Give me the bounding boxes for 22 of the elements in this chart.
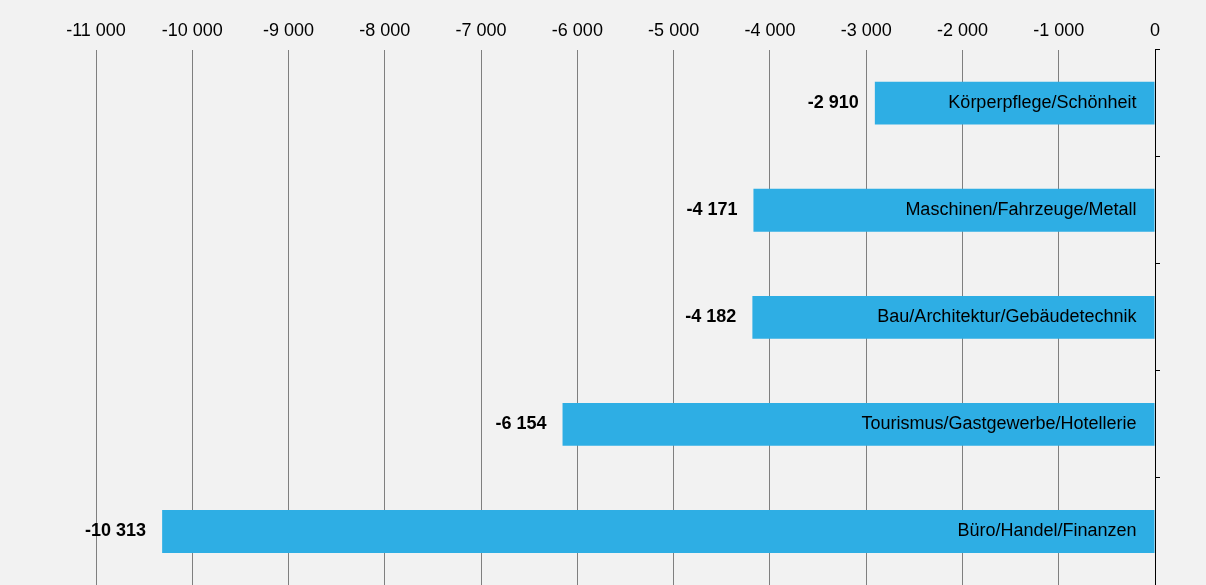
x-tick-label: -5 000 [648, 19, 700, 40]
y-tick-label: Körperpflege/Schönheit [948, 92, 1137, 113]
data-label: -2 910 [807, 92, 859, 113]
x-tick-label: -2 000 [936, 19, 988, 40]
x-tick-label: -7 000 [455, 19, 507, 40]
data-label: -4 171 [686, 199, 738, 220]
x-tick-label: -8 000 [359, 19, 411, 40]
x-tick-label: -4 000 [744, 19, 796, 40]
data-label: -6 154 [495, 413, 547, 434]
y-tick-label: Tourismus/Gastgewerbe/Hotellerie [861, 413, 1137, 434]
x-tick-label: 0 [1149, 19, 1161, 40]
x-tick-label: -1 000 [1033, 19, 1085, 40]
y-tick-label: Büro/Handel/Finanzen [957, 520, 1137, 541]
data-label: -10 313 [85, 520, 147, 541]
data-label: -4 182 [685, 306, 737, 327]
x-tick-label: -6 000 [551, 19, 603, 40]
y-tick-label: Maschinen/Fahrzeuge/Metall [905, 199, 1137, 220]
x-tick-label: -9 000 [263, 19, 315, 40]
y-tick-label: Bau/Architektur/Gebäudetechnik [877, 306, 1138, 327]
x-tick-label: -10 000 [161, 19, 223, 40]
x-tick-label: -11 000 [66, 19, 126, 40]
x-tick-label: -3 000 [840, 19, 892, 40]
